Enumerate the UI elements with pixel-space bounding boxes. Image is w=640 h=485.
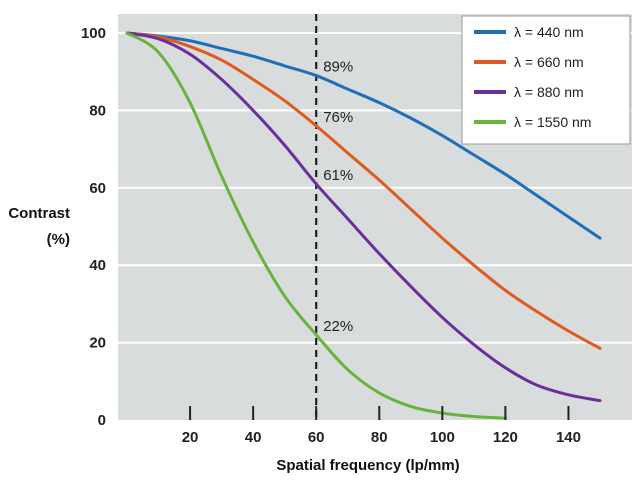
y-tick-label-20: 20 bbox=[89, 335, 106, 352]
x-axis-title: Spatial frequency (lp/mm) bbox=[276, 457, 459, 474]
x-tick-label-120: 120 bbox=[493, 429, 518, 446]
y-tick-label-40: 40 bbox=[89, 257, 106, 274]
legend-label-2: λ = 880 nm bbox=[514, 84, 584, 100]
x-tick-label-20: 20 bbox=[182, 429, 199, 446]
y-axis-title-line2: (%) bbox=[47, 231, 70, 248]
x-tick-label-140: 140 bbox=[556, 429, 581, 446]
x-axis-ticks: 20 40 60 80 100 120 140 bbox=[182, 406, 581, 446]
annotation-3: 22% bbox=[323, 318, 353, 335]
annotations: 89% 76% 61% 22% bbox=[323, 59, 353, 335]
x-tick-label-100: 100 bbox=[430, 429, 455, 446]
series-line-1 bbox=[125, 31, 602, 350]
legend-label-3: λ = 1550 nm bbox=[514, 114, 591, 130]
annotation-2: 61% bbox=[323, 167, 353, 184]
y-tick-label-60: 60 bbox=[89, 180, 106, 197]
x-tick-label-40: 40 bbox=[245, 429, 262, 446]
legend-label-1: λ = 660 nm bbox=[514, 54, 584, 70]
x-tick-label-60: 60 bbox=[308, 429, 325, 446]
annotation-1: 76% bbox=[323, 109, 353, 126]
gridlines bbox=[118, 32, 632, 344]
y-tick-label-100: 100 bbox=[81, 25, 106, 42]
y-axis-ticks: 0 20 40 60 80 100 bbox=[81, 25, 106, 429]
y-tick-label-0: 0 bbox=[98, 412, 106, 429]
series-line-0 bbox=[125, 31, 602, 240]
y-axis-title-line1: Contrast bbox=[8, 205, 70, 222]
series-line-2 bbox=[125, 31, 602, 403]
y-tick-label-80: 80 bbox=[89, 102, 106, 119]
legend-label-0: λ = 440 nm bbox=[514, 24, 584, 40]
annotation-0: 89% bbox=[323, 59, 353, 76]
x-tick-label-80: 80 bbox=[371, 429, 388, 446]
legend: λ = 440 nm λ = 660 nm λ = 880 nm λ = 1550 n… bbox=[461, 15, 631, 145]
